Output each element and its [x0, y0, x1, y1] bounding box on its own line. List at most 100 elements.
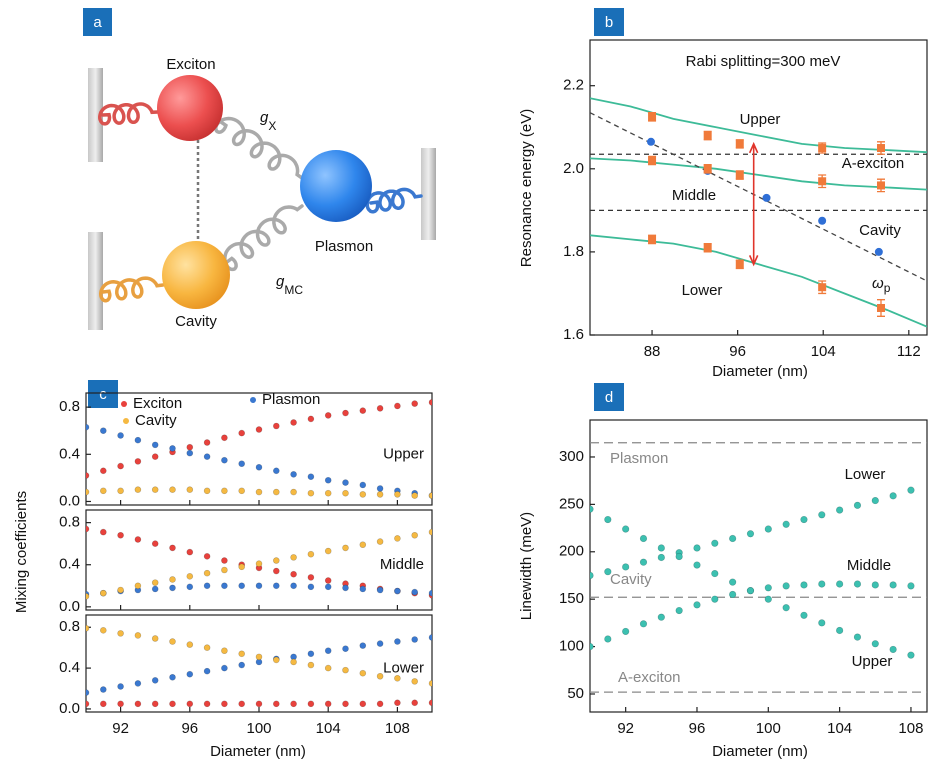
linewidth-dot	[640, 535, 647, 542]
mixing-dot	[204, 583, 210, 589]
linewidth-dot	[872, 582, 879, 589]
mixing-dot	[118, 701, 124, 707]
mixing-dot	[118, 532, 124, 538]
x-tick-label: 100	[246, 720, 271, 737]
linewidth-dot	[640, 621, 647, 628]
mixing-dot	[204, 440, 210, 446]
mixing-dot	[239, 651, 245, 657]
linewidth-dot	[676, 553, 683, 560]
exp-point	[818, 177, 826, 185]
mixing-dot	[273, 468, 279, 474]
mixing-dot	[221, 701, 227, 707]
mixing-dot	[239, 701, 245, 707]
linewidth-dot	[747, 587, 754, 594]
x-tick-label: 88	[644, 343, 661, 360]
node-label: Cavity	[175, 313, 217, 330]
panel-label: a	[93, 14, 102, 31]
y-tick-label: 0.8	[59, 398, 80, 415]
mixing-dot	[273, 568, 279, 574]
mixing-dot	[256, 464, 262, 470]
y-tick-label: 2.2	[563, 77, 584, 94]
mixing-dot	[100, 687, 106, 693]
x-axis-label: Diameter (nm)	[712, 363, 808, 380]
mixing-dot	[256, 427, 262, 433]
mixing-dot	[239, 583, 245, 589]
mixing-dot	[83, 473, 89, 479]
mixing-dot	[187, 584, 193, 590]
mixing-dot	[135, 437, 141, 443]
mixing-dot	[83, 593, 89, 599]
mixing-dot	[325, 578, 331, 584]
annotation: Middle	[672, 187, 716, 204]
node-label: Exciton	[166, 56, 215, 73]
omega-label: ωp	[872, 275, 891, 295]
mixing-dot	[204, 668, 210, 674]
mixing-dot	[135, 701, 141, 707]
x-tick-label: 96	[689, 720, 706, 737]
panel-label: b	[605, 14, 613, 31]
mixing-dot	[170, 585, 176, 591]
mixing-dot	[429, 399, 435, 405]
linewidth-dot	[908, 652, 915, 659]
mixing-dot	[118, 683, 124, 689]
linewidth-dot	[658, 554, 665, 561]
linewidth-dot	[729, 535, 736, 542]
mixing-dot	[429, 493, 435, 499]
annotation: Lower	[682, 282, 723, 299]
mixing-dot	[170, 701, 176, 707]
mixing-dot	[343, 585, 349, 591]
mixing-dot	[170, 445, 176, 451]
linewidth-dot	[908, 487, 915, 494]
x-tick-label: 100	[756, 720, 781, 737]
mixing-dot	[273, 701, 279, 707]
mixing-dot	[221, 558, 227, 564]
mixing-dot	[135, 458, 141, 464]
linewidth-dot	[712, 540, 719, 547]
y-axis-label: Mixing coefficients	[13, 491, 30, 613]
coupling-label: gX	[260, 109, 276, 133]
exp-point	[877, 144, 885, 152]
mixing-dot	[100, 529, 106, 535]
cavity-ball	[162, 241, 230, 309]
mixing-dot	[308, 416, 314, 422]
y-tick-label: 0.0	[59, 598, 80, 615]
coupling-subscript: X	[268, 119, 276, 133]
mixing-dot	[187, 444, 193, 450]
mixing-dot	[221, 567, 227, 573]
mixing-dot	[152, 442, 158, 448]
x-tick-label: 92	[112, 720, 129, 737]
exp-point	[704, 132, 712, 140]
mixing-dot	[239, 662, 245, 668]
mixing-dot	[412, 589, 418, 595]
mixing-dot	[343, 490, 349, 496]
panel-label: c	[99, 386, 107, 403]
mixing-dot	[429, 700, 435, 706]
x-tick-label: 112	[897, 343, 921, 360]
linewidth-dot	[658, 545, 665, 552]
mixing-dot	[135, 680, 141, 686]
mixing-dot	[394, 491, 400, 497]
mixing-dot	[135, 632, 141, 638]
mixing-dot	[273, 558, 279, 564]
linewidth-dot	[783, 521, 790, 528]
mixing-dot	[256, 561, 262, 567]
mixing-dot	[308, 474, 314, 480]
mixing-dot	[83, 625, 89, 631]
mixing-dot	[308, 551, 314, 557]
exp-point	[818, 283, 826, 291]
annotation: Upper	[740, 111, 781, 128]
mixing-dot	[152, 454, 158, 460]
mixing-dot	[273, 489, 279, 495]
exp-point	[648, 113, 656, 121]
mixing-dot	[170, 639, 176, 645]
mixing-dot	[221, 665, 227, 671]
mixing-dot	[204, 645, 210, 651]
exp-point	[818, 144, 826, 152]
linewidth-dot	[712, 570, 719, 577]
diagram-panel: a Exciton Plasmon Cavity gX gMC	[83, 8, 436, 330]
mixing-dot	[360, 542, 366, 548]
mixing-dot	[308, 490, 314, 496]
linewidth-dot	[890, 646, 897, 653]
linewidth-dot	[622, 526, 629, 533]
mixing-dot	[239, 430, 245, 436]
